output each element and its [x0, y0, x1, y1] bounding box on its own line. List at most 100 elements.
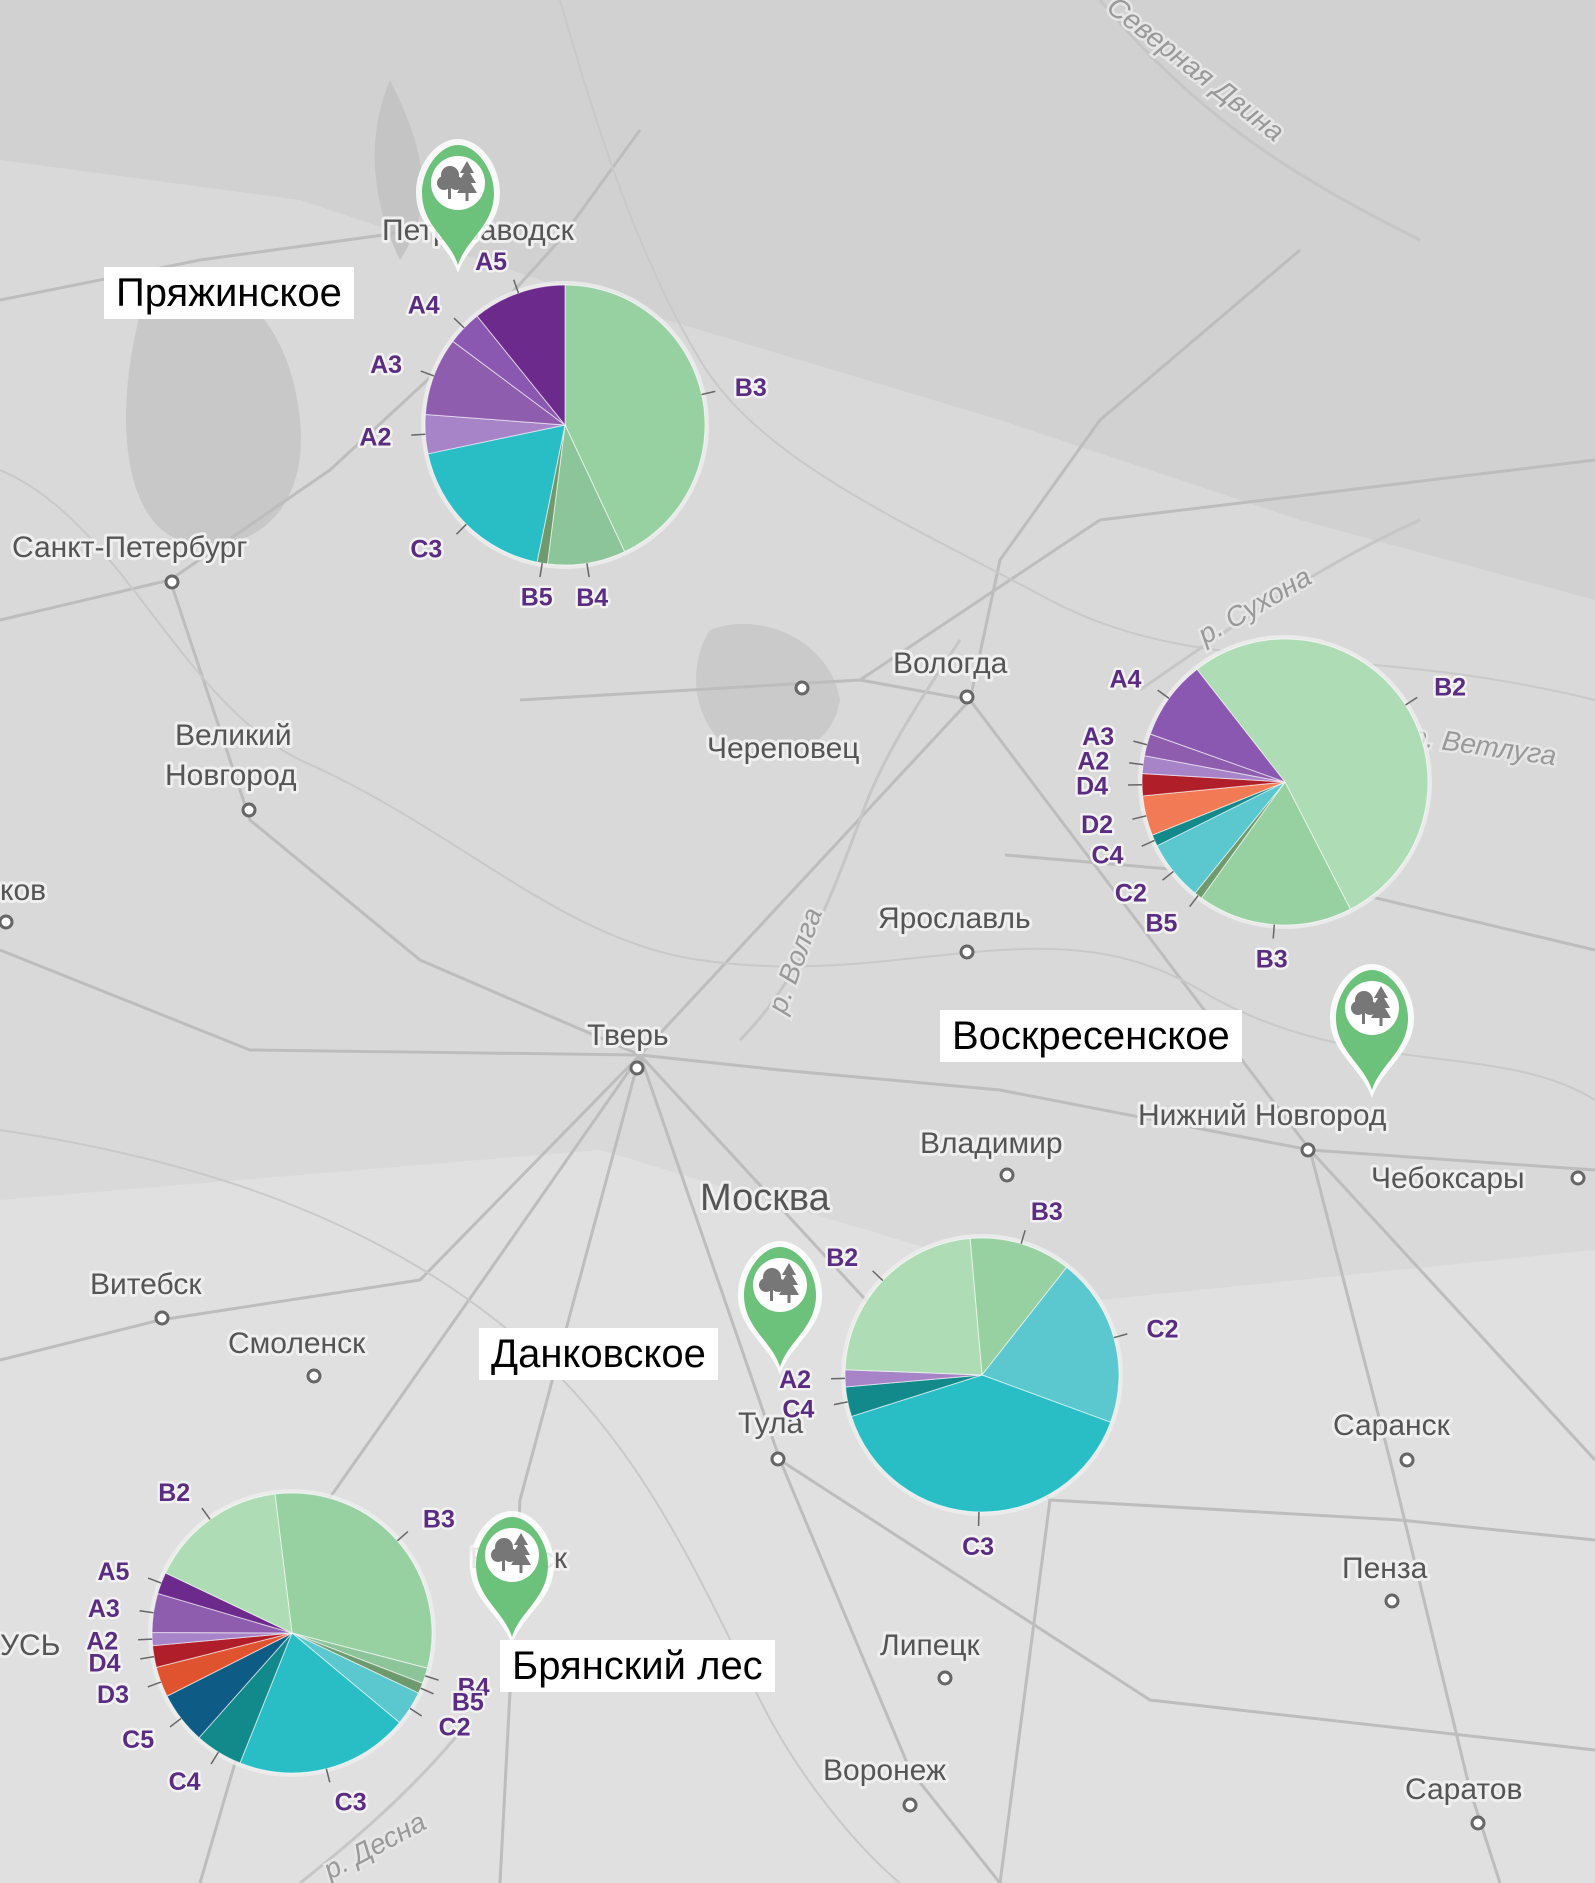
pie-leader-line [411, 433, 426, 436]
pie-label-c5: C5 [122, 1726, 154, 1754]
city-dot [999, 1167, 1015, 1183]
pie-slice-b4[interactable] [546, 423, 626, 566]
city-lipetsk[interactable]: Липецк [877, 1626, 984, 1665]
pie-label-b2: B2 [158, 1479, 190, 1507]
forest-pin-icon[interactable] [1330, 964, 1414, 1098]
pie-leader-line [1157, 689, 1170, 699]
city-dot [1470, 1815, 1486, 1831]
pie-chart-1: B3 B4 B5 C3 A2 A3 A4 A5 [357, 245, 769, 614]
pie-label-a3: A3 [88, 1595, 120, 1623]
pie-leader-line [1133, 740, 1148, 746]
pie-leader-line [147, 1681, 162, 1688]
pie-leader-line [833, 1401, 848, 1406]
city-dot [0, 914, 14, 930]
pie-label-d2: D2 [1081, 811, 1113, 839]
city-velikiy[interactable]: Великий [172, 716, 295, 755]
forest-pins-layer [416, 139, 1414, 1645]
pie-slice-c3[interactable] [427, 424, 566, 563]
pie-label-b5: B5 [452, 1689, 484, 1717]
pie-leader-line [1141, 839, 1155, 847]
pie-leader-line [872, 1270, 884, 1282]
pie-slice-c3[interactable] [850, 1374, 1112, 1513]
pie-slice-b3[interactable] [1200, 781, 1352, 926]
pie-label-a2: A2 [359, 423, 391, 451]
city-vladimir[interactable]: Владимир [917, 1124, 1066, 1163]
pie-label-b2: B2 [826, 1244, 858, 1272]
city-dot [937, 1670, 953, 1686]
pie-label-b3: B3 [1031, 1198, 1063, 1226]
rybinsk-reservoir [696, 623, 840, 757]
pie-slice-a3[interactable] [424, 340, 567, 426]
site-label-pryazhinskoe: Пряжинское [104, 267, 354, 319]
pie-label-d4: D4 [1076, 772, 1108, 800]
pie-label-b4: B4 [458, 1673, 490, 1701]
pie-label-a4: A4 [408, 291, 440, 319]
city-saint-petersburg[interactable]: Санкт-Петербург [9, 528, 250, 567]
pie-leader-line [1272, 924, 1276, 939]
pie-slice-a4[interactable] [1149, 668, 1287, 784]
city-novgorod[interactable]: Новгород [162, 756, 299, 795]
forest-pin-icon[interactable] [738, 1241, 822, 1375]
site-label-voskresenskoe: Воскресенское [940, 1010, 1242, 1062]
city-yaroslavl[interactable]: Ярославль [875, 899, 1034, 938]
city-dot [1300, 1142, 1316, 1158]
city-moscow[interactable]: Москва [697, 1174, 834, 1222]
city-tula[interactable]: Тула [735, 1404, 806, 1443]
pie-leader-line [455, 523, 467, 535]
pie-slice-b3[interactable] [564, 284, 706, 553]
pie-leader-line [1020, 1230, 1026, 1244]
city-dot [959, 689, 975, 705]
city-smolensk[interactable]: Смоленск [225, 1324, 369, 1363]
city-tver[interactable]: Тверь [584, 1016, 672, 1055]
pie-label-b3: B3 [735, 374, 767, 402]
city-vologda[interactable]: Вологда [890, 644, 1011, 683]
city-cherepovets[interactable]: Череповец [704, 729, 862, 768]
pie-leader-line [396, 1530, 409, 1542]
pie-label-b3: B3 [1256, 946, 1288, 974]
pie-label-b2: B2 [1434, 674, 1466, 702]
city-dot [770, 1451, 786, 1467]
city-voronezh[interactable]: Воронеж [820, 1751, 949, 1790]
city-vitebsk[interactable]: Витебск [87, 1265, 205, 1304]
pie-leader-line [1113, 1333, 1128, 1339]
pie-leader-line [325, 1768, 331, 1783]
forest-pin-icon[interactable] [416, 139, 500, 273]
city-saransk[interactable]: Саранск [1330, 1406, 1454, 1445]
pie-slice-c2[interactable] [981, 1266, 1120, 1423]
pie-leader-line [420, 1687, 434, 1695]
pie-label-a5: A5 [97, 1558, 129, 1586]
pie-leader-line [513, 279, 520, 294]
pie-slice-b2[interactable] [844, 1237, 983, 1376]
pie-leader-line [1405, 696, 1418, 706]
pie-leader-line [409, 1707, 423, 1717]
country-belarus-partial: УСЬ [0, 1629, 60, 1662]
pie-leader-line [210, 1751, 220, 1765]
forest-pin-icon[interactable] [470, 1511, 554, 1645]
pie-label-d4: D4 [89, 1649, 121, 1677]
pie-label-c3: C3 [410, 535, 442, 563]
city-dot [1570, 1170, 1586, 1186]
city-layer: Петрозаводск Санкт-Петербург Великий Нов… [0, 211, 1586, 1831]
pie-label-a3: A3 [1082, 723, 1114, 751]
pie-leader-line [420, 370, 435, 377]
city-nizhny-novgorod[interactable]: Нижний Новгород [1135, 1096, 1389, 1135]
city-penza[interactable]: Пенза [1339, 1549, 1431, 1588]
pie-label-c4: C4 [169, 1768, 201, 1796]
city-dot [1399, 1452, 1415, 1468]
city-saratov[interactable]: Саратов [1402, 1770, 1525, 1809]
city-dot [154, 1310, 170, 1326]
pie-label-c4: C4 [782, 1396, 814, 1424]
pie-slice-b2[interactable] [164, 1493, 293, 1634]
city-pskov-partial[interactable]: ков [0, 871, 49, 910]
pie-leader-line [1132, 815, 1147, 820]
city-cheboksary[interactable]: Чебоксары [1368, 1159, 1528, 1198]
pie-label-b5: B5 [1145, 910, 1177, 938]
site-label-bryansky-les: Брянский лес [500, 1640, 775, 1692]
pie-leader-line [140, 1655, 155, 1660]
pie-slice-b3[interactable] [969, 1237, 1068, 1377]
pie-leader-line [147, 1577, 162, 1584]
city-dot [164, 574, 180, 590]
